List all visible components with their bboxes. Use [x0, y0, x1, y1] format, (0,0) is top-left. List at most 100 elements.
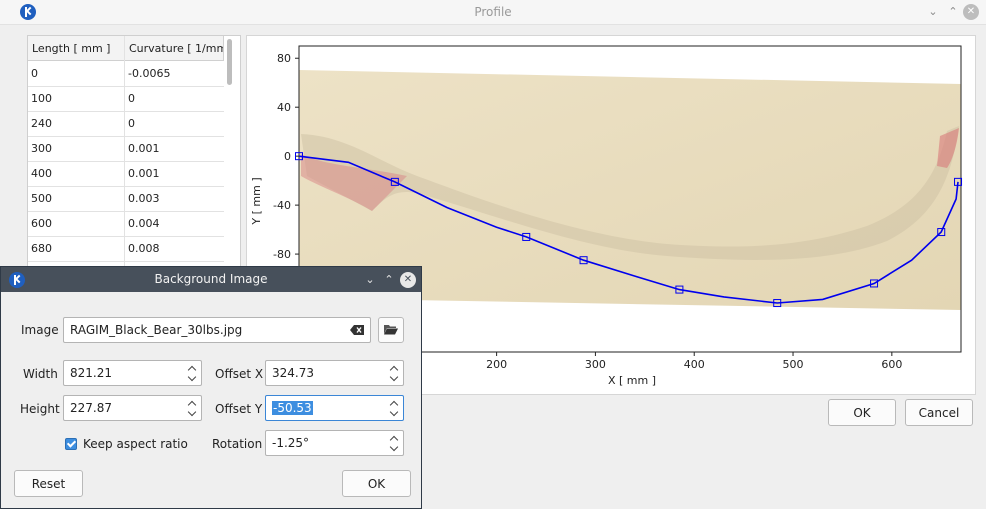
length-cell[interactable]: 0	[31, 67, 38, 80]
column-header-length[interactable]: Length [ mm ]	[28, 36, 125, 61]
reset-button[interactable]: Reset	[14, 470, 83, 497]
table-row[interactable]: 240 0	[28, 111, 224, 137]
keep-aspect-checkbox[interactable]	[65, 438, 77, 450]
length-cell[interactable]: 500	[31, 192, 52, 205]
width-value: 821.21	[70, 366, 112, 380]
y-tick-label: 0	[284, 150, 291, 163]
control-point	[579, 256, 588, 265]
rotation-label: Rotation	[212, 437, 263, 451]
control-point	[295, 152, 303, 161]
length-cell[interactable]: 300	[31, 142, 52, 155]
spin-arrows-icon[interactable]	[389, 434, 399, 452]
table-row[interactable]: 680 0.008	[28, 236, 224, 262]
app-logo-icon	[20, 4, 36, 20]
y-tick-label: 80	[277, 52, 291, 65]
x-tick-label: 300	[585, 358, 606, 371]
x-tick-label: 400	[684, 358, 705, 371]
background-image-dialog: Background Image ⌄ ⌃ ✕ Image RAGIM_Black…	[0, 266, 422, 509]
browse-button[interactable]	[378, 317, 404, 343]
y-tick-label: -40	[273, 199, 291, 212]
maximize-icon[interactable]: ⌃	[948, 5, 958, 18]
folder-open-icon	[384, 324, 398, 334]
spin-arrows-icon[interactable]	[389, 399, 399, 417]
profile-curve	[298, 155, 959, 304]
offset-y-label: Offset Y	[215, 402, 263, 416]
length-cell[interactable]: 100	[31, 92, 52, 105]
control-point	[675, 285, 684, 294]
x-axis-label: X [ mm ]	[608, 374, 656, 387]
dialog-titlebar: Background Image ⌄ ⌃ ✕	[1, 267, 421, 292]
close-icon[interactable]: ✕	[400, 272, 416, 288]
rotation-spinbox[interactable]: -1.25°	[265, 430, 404, 456]
x-tick-label: 200	[486, 358, 507, 371]
maximize-icon[interactable]: ⌃	[384, 273, 394, 286]
curvature-cell[interactable]: 0.001	[128, 142, 160, 155]
bow-limb-shape	[301, 126, 959, 260]
curvature-cell[interactable]: 0.001	[128, 167, 160, 180]
offset-y-value: -50.53	[272, 401, 313, 415]
tip-highlight	[937, 128, 959, 168]
y-tick-label: 40	[277, 101, 291, 114]
x-tick-label: 500	[783, 358, 804, 371]
column-header-curvature[interactable]: Curvature [ 1/mm	[125, 36, 224, 61]
length-cell[interactable]: 680	[31, 242, 52, 255]
image-path-field[interactable]: RAGIM_Black_Bear_30lbs.jpg	[63, 317, 371, 343]
x-tick-label: 600	[881, 358, 902, 371]
control-point	[937, 228, 946, 237]
offset-x-label: Offset X	[215, 367, 264, 381]
curvature-cell[interactable]: -0.0065	[128, 67, 171, 80]
offset-x-spinbox[interactable]: 324.73	[265, 360, 404, 386]
curvature-cell[interactable]: 0.008	[128, 242, 160, 255]
curvature-cell[interactable]: 0.004	[128, 217, 160, 230]
table-row[interactable]: 100 0	[28, 86, 224, 112]
control-point	[522, 232, 531, 241]
rotation-value: -1.25°	[272, 436, 310, 450]
y-tick-label: -80	[273, 248, 291, 261]
height-spinbox[interactable]: 227.87	[63, 395, 202, 421]
width-spinbox[interactable]: 821.21	[63, 360, 202, 386]
curvature-cell[interactable]: 0	[128, 117, 135, 130]
offset-y-spinbox[interactable]: -50.53	[265, 395, 404, 421]
length-cell[interactable]: 400	[31, 167, 52, 180]
minimize-icon[interactable]: ⌄	[928, 5, 938, 18]
cancel-button[interactable]: Cancel	[905, 399, 973, 426]
length-cell[interactable]: 600	[31, 217, 52, 230]
plot-frame	[298, 45, 962, 353]
control-point	[954, 177, 963, 186]
table-row[interactable]: 300 0.001	[28, 136, 224, 162]
curvature-cell[interactable]: 0	[128, 92, 135, 105]
grip-highlight	[301, 154, 407, 211]
image-label: Image	[21, 323, 59, 337]
minimize-icon[interactable]: ⌄	[365, 273, 375, 286]
ok-button[interactable]: OK	[828, 399, 896, 426]
width-label: Width	[23, 367, 58, 381]
window-title: Profile	[474, 5, 512, 19]
length-cell[interactable]: 240	[31, 117, 52, 130]
dialog-ok-button[interactable]: OK	[342, 470, 411, 497]
table-row[interactable]: 400 0.001	[28, 161, 224, 187]
close-icon[interactable]: ✕	[963, 4, 979, 20]
table-row[interactable]: 600 0.004	[28, 211, 224, 237]
control-point	[870, 279, 879, 288]
spin-arrows-icon[interactable]	[389, 364, 399, 382]
image-path-value: RAGIM_Black_Bear_30lbs.jpg	[70, 323, 243, 337]
control-point	[773, 299, 782, 308]
y-axis-label: Y [ mm ]	[250, 177, 263, 225]
height-value: 227.87	[70, 401, 112, 415]
main-titlebar: Profile ⌄ ⌃ ✕	[0, 0, 986, 25]
dialog-title: Background Image	[154, 272, 268, 286]
table-row[interactable]: 500 0.003	[28, 186, 224, 212]
curvature-table[interactable]: Length [ mm ] Curvature [ 1/mm 0 -0.0065 …	[27, 35, 241, 267]
table-scrollbar[interactable]	[227, 39, 232, 85]
spin-arrows-icon[interactable]	[187, 399, 197, 417]
table-row[interactable]: 0 -0.0065	[28, 61, 224, 87]
dialog-logo-icon	[9, 272, 25, 288]
offset-x-value: 324.73	[272, 366, 314, 380]
clear-icon[interactable]	[350, 325, 364, 335]
keep-aspect-label[interactable]: Keep aspect ratio	[83, 437, 188, 451]
curvature-cell[interactable]: 0.003	[128, 192, 160, 205]
spin-arrows-icon[interactable]	[187, 364, 197, 382]
